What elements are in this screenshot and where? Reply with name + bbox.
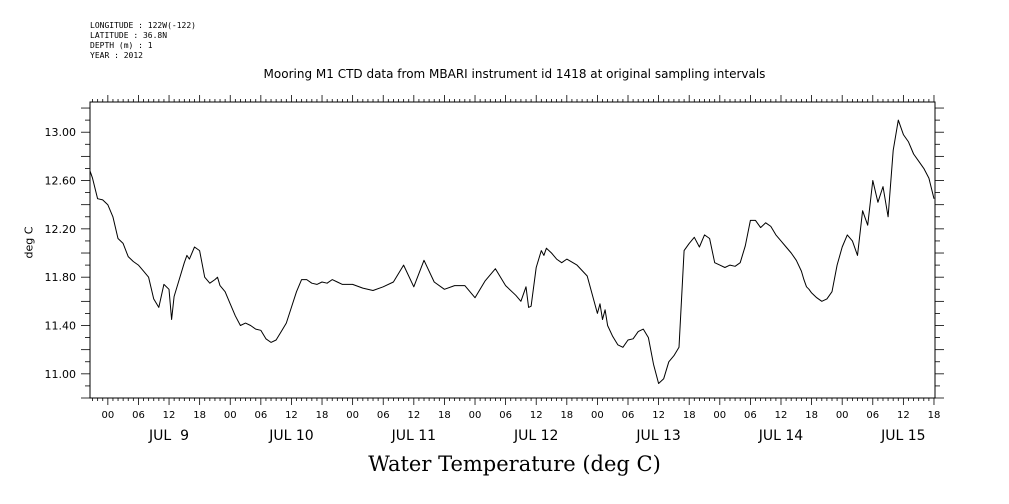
depth-text: DEPTH (m) : 1 — [90, 41, 153, 50]
latitude-text: LATITUDE : 36.8N — [90, 31, 168, 40]
x-hour-tick-label: 00 — [224, 410, 237, 421]
x-hour-tick-label: 00 — [713, 410, 726, 421]
x-hour-tick-label: 12 — [652, 410, 665, 421]
x-day-label: JUL 15 — [880, 428, 925, 444]
x-hour-tick-label: 18 — [193, 410, 206, 421]
y-tick-label: 13.00 — [45, 126, 77, 139]
x-day-label: JUL 14 — [758, 428, 804, 444]
x-hour-tick-label: 00 — [469, 410, 482, 421]
water-temperature-series-line — [89, 119, 935, 384]
x-day-label: JUL 11 — [391, 428, 436, 444]
x-day-label: JUL 9 — [148, 428, 189, 444]
x-hour-tick-label: 12 — [407, 410, 420, 421]
x-axis-label: Water Temperature (deg C) — [368, 452, 661, 476]
plot-frame — [89, 101, 936, 399]
x-hour-tick-label: 18 — [438, 410, 451, 421]
x-hour-tick-label: 12 — [530, 410, 543, 421]
x-hour-tick-label: 12 — [285, 410, 298, 421]
x-hour-tick-label: 18 — [928, 410, 941, 421]
plot-border — [89, 101, 936, 399]
x-hour-tick-label: 06 — [132, 410, 145, 421]
x-hour-tick-label: 18 — [316, 410, 329, 421]
x-day-label: JUL 10 — [268, 428, 313, 444]
x-day-label: JUL 13 — [635, 428, 680, 444]
chart-title: Mooring M1 CTD data from MBARI instrumen… — [263, 67, 766, 81]
x-hour-tick-label: 06 — [622, 410, 635, 421]
x-hour-tick-label: 00 — [836, 410, 849, 421]
series-group — [89, 119, 935, 384]
tick-labels: 00 06 12 18 00 06 12 18 00 06 12 18 00 06 12 18 00 06 12 18… — [45, 126, 941, 444]
y-tick-label: 11.00 — [45, 368, 77, 381]
y-axis-label: deg C — [22, 226, 36, 259]
x-hour-tick-label: 00 — [591, 410, 604, 421]
x-hour-tick-label: 00 — [101, 410, 114, 421]
y-tick-label: 12.60 — [45, 175, 77, 188]
axis-ticks — [81, 95, 944, 405]
y-tick-label: 11.80 — [45, 271, 77, 284]
x-hour-tick-label: 12 — [897, 410, 910, 421]
x-hour-tick-label: 06 — [254, 410, 267, 421]
x-hour-tick-label: 18 — [560, 410, 573, 421]
y-tick-label: 11.40 — [45, 320, 77, 333]
x-hour-tick-label: 00 — [346, 410, 359, 421]
x-hour-tick-label: 06 — [866, 410, 879, 421]
x-hour-tick-label: 06 — [499, 410, 512, 421]
x-hour-tick-label: 12 — [775, 410, 788, 421]
x-hour-tick-label: 18 — [683, 410, 696, 421]
y-tick-label: 12.20 — [45, 223, 77, 236]
x-hour-tick-label: 06 — [744, 410, 757, 421]
x-day-label: JUL 12 — [513, 428, 558, 444]
x-hour-tick-label: 18 — [805, 410, 818, 421]
x-hour-tick-label: 12 — [163, 410, 176, 421]
longitude-text: LONGITUDE : 122W(-122) — [90, 21, 196, 30]
x-hour-tick-label: 06 — [377, 410, 390, 421]
year-text: YEAR : 2012 — [90, 51, 143, 60]
mooring-metadata: LONGITUDE : 122W(-122) LATITUDE : 36.8N … — [90, 21, 196, 61]
